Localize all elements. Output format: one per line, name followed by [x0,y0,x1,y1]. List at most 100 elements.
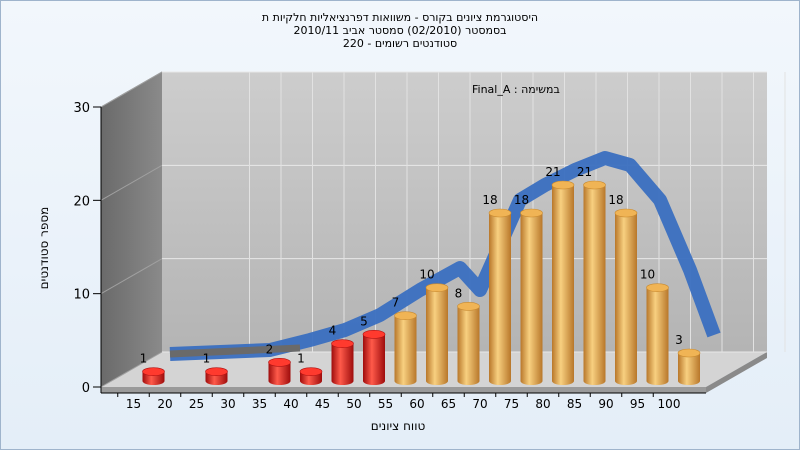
y-tick-label: 0 [82,381,90,396]
value-label: 3 [675,333,683,347]
bar [425,283,449,385]
bar-cap [583,180,606,190]
value-label: 10 [419,268,434,282]
bar-body [678,353,700,385]
y-tick-label: 20 [73,194,90,209]
bar-body [646,287,669,385]
value-label: 10 [640,268,655,282]
bar [142,367,165,385]
bar-cap [142,367,165,376]
bar-body [583,185,606,385]
bar-body [552,185,574,385]
x-tick-label: 70 [472,397,487,411]
bar-body [489,213,511,385]
bar [205,367,228,385]
bar [331,339,354,385]
x-tick-label: 35 [252,397,267,411]
value-label: 18 [482,193,497,207]
y-tick-label: 30 [73,101,90,116]
y-axis-title: מספר סטודנטים [37,207,51,290]
bars [142,180,701,385]
x-tick-label: 45 [315,397,330,411]
bar-body [363,334,385,385]
x-tick-label: 90 [598,397,613,411]
bar [268,358,291,385]
title-line-3: סטודנטים רשומים - 220 [342,37,458,50]
y-gridline-side [100,351,163,388]
bar-cap [331,339,354,348]
bar [457,302,480,385]
bar-cap [268,358,291,367]
bar-cap [457,302,480,311]
title-line-2: בסמסטר (02/2010) סמסטר אביב 2010/11 [293,24,507,37]
bar-cap [488,208,512,218]
y-gridline-side [100,71,163,108]
value-label: 5 [360,314,368,328]
x-tick-label: 55 [378,397,393,411]
bar-body [457,306,480,385]
x-tick-label: 40 [283,397,298,411]
x-tick-label: 25 [189,397,204,411]
value-label: 1 [297,352,305,366]
bar-cap [520,208,543,218]
y-axis: 0 10 20 30 [73,101,102,396]
side-wall [101,72,162,387]
bar [488,208,512,385]
x-tick-label: 75 [504,397,519,411]
bar-cap [394,311,417,320]
x-tick-label: 20 [157,397,172,411]
bar-cap [299,367,323,376]
bar [614,208,638,385]
bar-body [394,315,417,385]
x-tick-label: 15 [126,397,141,411]
bar-cap [646,283,669,292]
bar [551,180,575,385]
floor-edge [101,387,706,393]
value-label: 21 [577,165,592,179]
bar [677,348,701,385]
y-gridline-side [100,164,163,201]
y-tick-label: 10 [73,288,90,303]
value-label: 1 [203,352,211,366]
bar-body [426,287,448,385]
bar-cap [425,283,449,292]
bar-body [615,213,637,385]
x-tick-label: 100 [658,397,681,411]
annotation-label: במשימה : Final_A [472,83,560,96]
value-label: 1 [140,352,148,366]
value-label: 8 [455,286,463,300]
bar-cap [551,180,575,190]
value-label: 4 [329,324,337,338]
bar-body [520,213,543,385]
bar [646,283,669,385]
bar-cap [362,330,386,339]
value-label: 7 [392,296,400,310]
bar [299,367,323,385]
bar [362,330,386,385]
x-tick-label: 85 [567,397,582,411]
bar-body [331,343,354,385]
x-axis-title: טווח ציונים [371,419,426,433]
x-tick-label: 50 [346,397,361,411]
distribution-curve-shadow [169,344,301,358]
x-axis: 15 20 25 30 35 40 45 50 55 60 65 70 75 80 85 90 95 100 [101,392,706,411]
bar [583,180,606,385]
bar [394,311,417,385]
bar-cap [205,367,228,376]
side-edge [706,352,767,393]
x-tick-label: 30 [220,397,235,411]
value-label: 18 [514,193,529,207]
x-tick-label: 60 [409,397,424,411]
title-line-1: היסטוגרמת ציונים בקורס - משוואות דפרנציא… [261,11,539,24]
x-tick-label: 65 [441,397,456,411]
x-tick-label: 95 [630,397,645,411]
bar-body [268,362,291,385]
bar [520,208,543,385]
value-label: 2 [266,342,274,356]
value-label: 18 [608,193,623,207]
bar-cap [614,208,638,218]
value-label: 21 [545,165,560,179]
y-gridline-side [100,258,163,295]
